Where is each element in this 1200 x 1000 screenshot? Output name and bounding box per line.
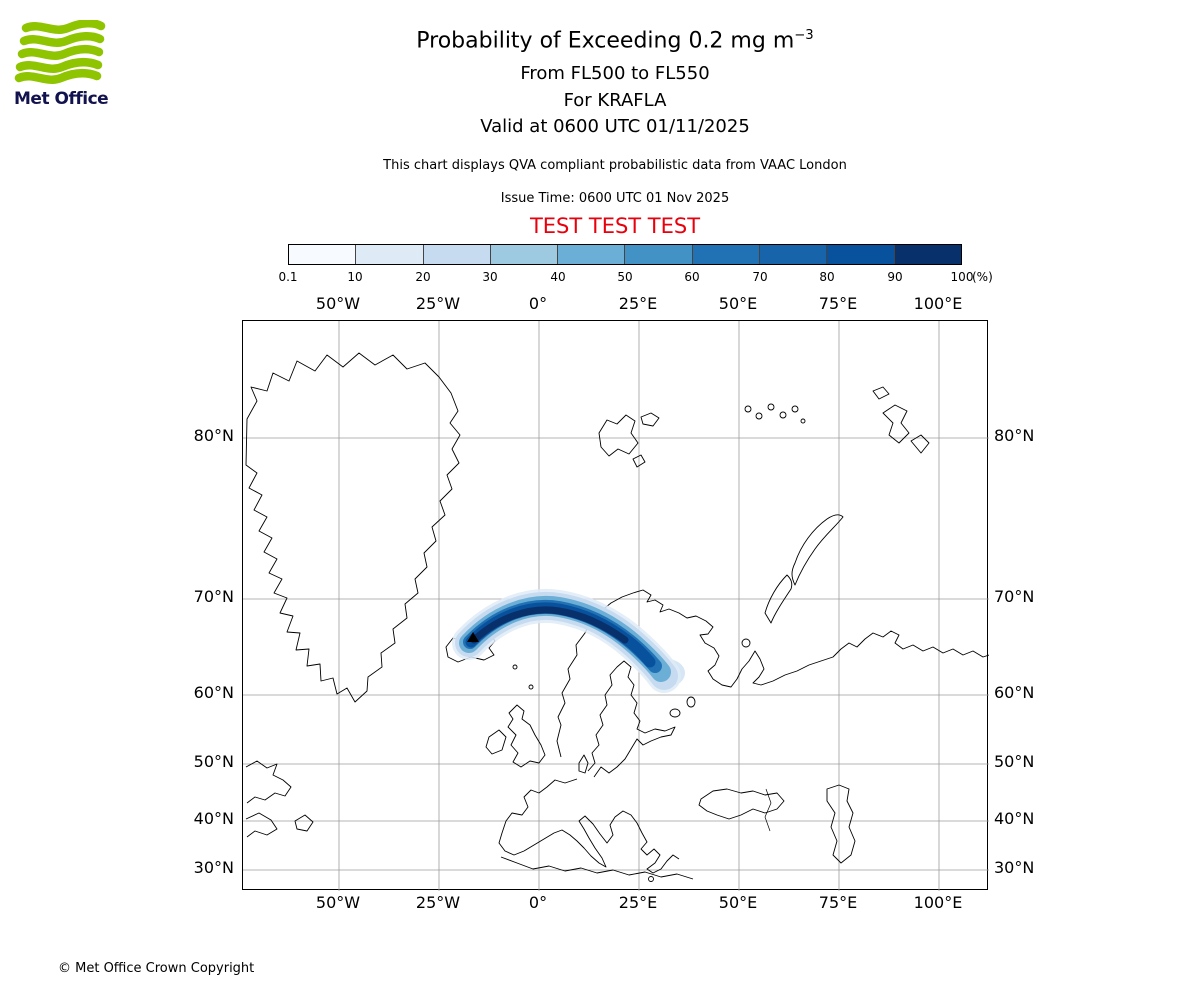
lat-label-right: 70°N <box>994 587 1035 606</box>
colorbar-tick: 10 <box>347 270 363 284</box>
lat-label-left: 40°N <box>193 809 234 828</box>
test-banner: TEST TEST TEST <box>529 214 701 238</box>
lon-label-top: 25°W <box>415 294 461 313</box>
subtitle-flight-levels: From FL500 to FL550 <box>520 63 710 84</box>
page-title: Probability of Exceeding 0.2 mg m−3 <box>416 28 814 54</box>
volcano-marker-icon <box>467 632 479 642</box>
subtitle-valid-time: Valid at 0600 UTC 01/11/2025 <box>480 116 750 137</box>
lon-label-bottom: 25°W <box>415 893 461 912</box>
lon-label-bottom: 50°E <box>718 893 758 912</box>
map-frame <box>242 320 990 891</box>
ash-plume <box>452 589 685 693</box>
colorbar-tick: 70 <box>752 270 768 284</box>
met-office-waves-icon <box>14 19 106 84</box>
colorbar-segment <box>760 245 828 264</box>
lon-label-top: 0° <box>528 294 548 313</box>
lat-label-right: 50°N <box>994 752 1035 771</box>
colorbar-segment <box>558 245 626 264</box>
colorbar-tick: 30 <box>482 270 498 284</box>
colorbar-tick: 60 <box>684 270 700 284</box>
lat-label-left: 70°N <box>193 587 234 606</box>
lon-label-top: 50°W <box>315 294 361 313</box>
lon-label-bottom: 25°E <box>618 893 658 912</box>
lat-label-right: 40°N <box>994 809 1035 828</box>
lat-label-left: 50°N <box>193 752 234 771</box>
lon-label-top: 25°E <box>618 294 658 313</box>
colorbar-segment <box>289 245 357 264</box>
lon-label-bottom: 100°E <box>913 893 963 912</box>
map-canvas <box>243 321 990 891</box>
lon-label-bottom: 0° <box>528 893 548 912</box>
colorbar-tick: 80 <box>819 270 835 284</box>
colorbar-tick: 100 <box>950 270 974 284</box>
lon-label-top: 100°E <box>913 294 963 313</box>
colorbar-segment <box>423 245 491 264</box>
lon-label-top: 75°E <box>818 294 858 313</box>
lat-label-right: 30°N <box>994 858 1035 877</box>
probability-colorbar <box>288 244 962 265</box>
lon-label-bottom: 50°W <box>315 893 361 912</box>
colorbar-tick: 40 <box>550 270 566 284</box>
lat-label-left: 60°N <box>193 683 234 702</box>
lat-label-right: 80°N <box>994 426 1035 445</box>
colorbar-segment <box>894 245 961 264</box>
colorbar-segment <box>356 245 424 264</box>
qva-note: This chart displays QVA compliant probab… <box>383 158 847 173</box>
colorbar-tick: 90 <box>887 270 903 284</box>
lon-label-bottom: 75°E <box>818 893 858 912</box>
lat-label-right: 60°N <box>994 683 1035 702</box>
lon-label-top: 50°E <box>718 294 758 313</box>
colorbar-segment <box>827 245 895 264</box>
gridlines <box>243 321 989 891</box>
colorbar-segment <box>692 245 761 264</box>
colorbar-tick: 50 <box>617 270 633 284</box>
lat-label-left: 80°N <box>193 426 234 445</box>
subtitle-volcano: For KRAFLA <box>563 90 667 111</box>
issue-time: Issue Time: 0600 UTC 01 Nov 2025 <box>500 191 730 206</box>
met-office-logo-text: Met Office <box>14 89 109 109</box>
colorbar-tick: 20 <box>415 270 431 284</box>
colorbar-segment <box>490 245 559 264</box>
copyright-text: © Met Office Crown Copyright <box>58 961 255 976</box>
colorbar-unit-label: (%) <box>972 270 993 284</box>
lat-label-left: 30°N <box>193 858 234 877</box>
met-office-logo: Met Office <box>14 19 118 109</box>
colorbar-tick: 0.1 <box>278 270 298 284</box>
colorbar-segment <box>625 245 693 264</box>
